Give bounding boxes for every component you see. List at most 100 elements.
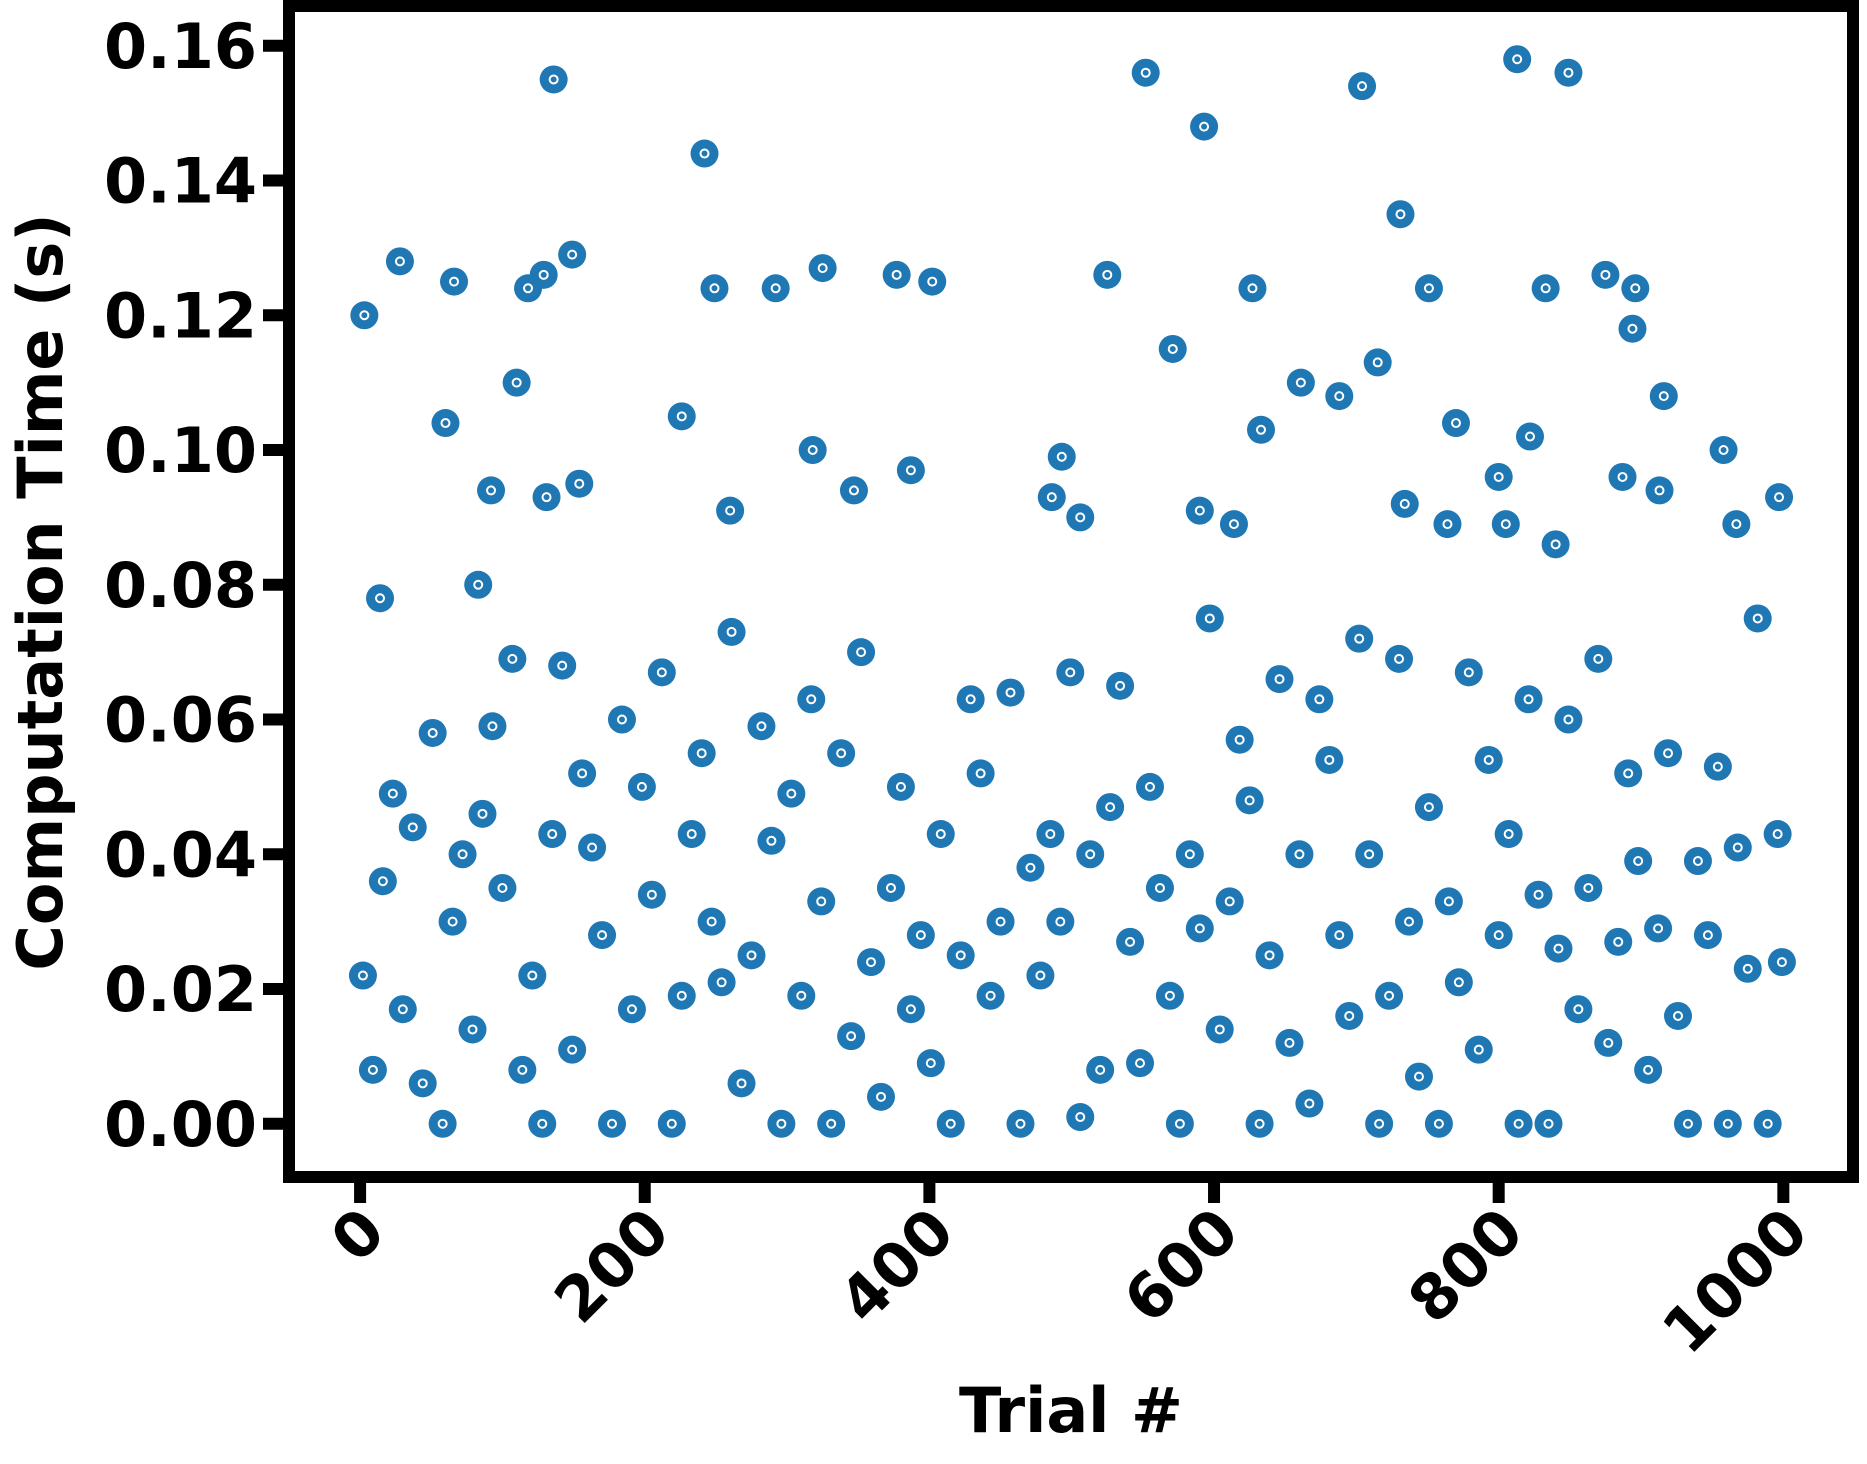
point-marker xyxy=(1703,752,1732,781)
point-marker xyxy=(1618,314,1647,343)
point xyxy=(1491,510,1520,539)
point xyxy=(1484,921,1513,950)
point-center xyxy=(756,721,767,732)
point xyxy=(1703,752,1732,781)
point-marker xyxy=(478,712,507,741)
point xyxy=(1645,476,1674,505)
point xyxy=(1709,436,1738,465)
point-center xyxy=(1742,963,1753,974)
point-marker xyxy=(916,1049,945,1078)
point xyxy=(1618,314,1647,343)
point xyxy=(857,948,886,977)
point xyxy=(388,995,417,1024)
point xyxy=(1404,1062,1433,1091)
point xyxy=(866,1082,895,1111)
point-center xyxy=(1055,916,1066,927)
point-marker xyxy=(1093,260,1122,289)
point-marker xyxy=(1345,624,1374,653)
point-marker xyxy=(1247,415,1276,444)
point xyxy=(498,644,527,673)
point xyxy=(617,995,646,1024)
point-center xyxy=(1433,1118,1444,1129)
point-center xyxy=(1015,1118,1026,1129)
point xyxy=(916,1049,945,1078)
point-marker xyxy=(1574,873,1603,902)
point xyxy=(697,907,726,936)
point-marker xyxy=(1414,274,1443,303)
point-marker xyxy=(1046,907,1075,936)
point-center xyxy=(1593,653,1604,664)
point-marker xyxy=(1644,914,1673,943)
point-center xyxy=(1772,829,1783,840)
point-center xyxy=(1228,519,1239,530)
point xyxy=(508,1055,537,1084)
point-marker xyxy=(1335,1001,1364,1030)
point-center xyxy=(1540,283,1551,294)
point xyxy=(1158,334,1187,363)
point-marker xyxy=(1504,1109,1533,1138)
point-center xyxy=(1174,1118,1185,1129)
point-center xyxy=(567,1044,578,1055)
point xyxy=(1037,483,1066,512)
point xyxy=(1414,274,1443,303)
point-marker xyxy=(882,260,911,289)
point-marker xyxy=(839,476,868,505)
point xyxy=(906,921,935,950)
point-center xyxy=(1718,445,1729,456)
point xyxy=(1722,510,1751,539)
point-center xyxy=(1453,977,1464,988)
point-center xyxy=(1046,492,1057,503)
point-marker xyxy=(1693,921,1722,950)
point-marker xyxy=(1155,981,1184,1010)
point-center xyxy=(567,249,578,260)
point-marker xyxy=(757,826,786,855)
point-center xyxy=(1493,471,1504,482)
point-center xyxy=(1056,451,1067,462)
y-tick-label: 0.08 xyxy=(104,549,257,622)
point-marker xyxy=(529,260,558,289)
point-center xyxy=(1199,121,1210,132)
point-center xyxy=(1503,829,1514,840)
point-marker xyxy=(627,772,656,801)
point xyxy=(1534,1109,1563,1138)
point xyxy=(1604,927,1633,956)
point xyxy=(1066,1103,1095,1132)
point-center xyxy=(646,889,657,900)
y-tick-label: 0.14 xyxy=(104,145,257,218)
point xyxy=(1286,368,1315,397)
point-marker xyxy=(1286,368,1315,397)
point-marker xyxy=(440,267,469,296)
point-center xyxy=(985,990,996,1001)
point-marker xyxy=(1723,833,1752,862)
point-marker xyxy=(1709,436,1738,465)
point-center xyxy=(1583,882,1594,893)
point xyxy=(1614,759,1643,788)
point-marker xyxy=(1106,671,1135,700)
point xyxy=(798,436,827,465)
point-center xyxy=(1731,519,1742,530)
point xyxy=(558,1035,587,1064)
x-tick-label: 600 xyxy=(1110,1194,1253,1337)
point xyxy=(1036,820,1065,849)
point xyxy=(448,840,477,869)
point-center xyxy=(1394,653,1405,664)
point xyxy=(737,941,766,970)
point xyxy=(767,1109,796,1138)
point-marker xyxy=(518,961,547,990)
point xyxy=(1733,954,1762,983)
point-marker xyxy=(438,907,467,936)
point xyxy=(568,759,597,788)
point-marker xyxy=(1584,644,1613,673)
point-center xyxy=(511,377,522,388)
point xyxy=(1531,274,1560,303)
point xyxy=(936,1109,965,1138)
point-center xyxy=(925,1058,936,1069)
point-center xyxy=(995,916,1006,927)
point xyxy=(578,833,607,862)
point-marker xyxy=(408,1069,437,1098)
y-axis-label: Computation Time (s) xyxy=(4,213,77,970)
point-marker xyxy=(1185,914,1214,943)
point xyxy=(1433,510,1462,539)
point-center xyxy=(1334,391,1345,402)
